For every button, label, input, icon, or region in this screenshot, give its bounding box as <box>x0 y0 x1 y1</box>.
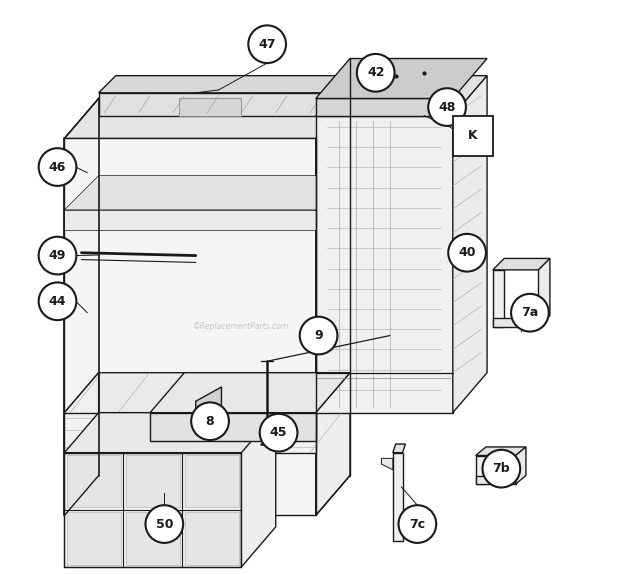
FancyBboxPatch shape <box>453 115 493 156</box>
Circle shape <box>191 402 229 440</box>
Polygon shape <box>64 373 350 413</box>
Polygon shape <box>64 99 99 515</box>
Text: 50: 50 <box>156 518 173 530</box>
Polygon shape <box>64 99 350 138</box>
Polygon shape <box>67 455 120 507</box>
Polygon shape <box>316 99 350 515</box>
Polygon shape <box>64 373 99 453</box>
Polygon shape <box>179 99 241 115</box>
Circle shape <box>511 294 549 332</box>
Polygon shape <box>64 176 350 210</box>
Text: 45: 45 <box>270 426 287 439</box>
Text: 40: 40 <box>458 246 476 259</box>
Polygon shape <box>539 258 550 327</box>
Polygon shape <box>493 319 539 327</box>
Circle shape <box>38 236 76 274</box>
Circle shape <box>38 148 76 186</box>
Polygon shape <box>476 475 516 484</box>
Circle shape <box>146 505 183 543</box>
Polygon shape <box>381 459 393 470</box>
Text: 42: 42 <box>367 66 384 79</box>
Text: 7c: 7c <box>409 518 425 530</box>
Text: 49: 49 <box>49 249 66 262</box>
Text: 7a: 7a <box>521 306 539 319</box>
Polygon shape <box>196 387 221 427</box>
Circle shape <box>299 317 337 354</box>
Text: 48: 48 <box>438 100 456 114</box>
Polygon shape <box>316 115 453 413</box>
Polygon shape <box>393 444 405 453</box>
Polygon shape <box>316 76 487 115</box>
Polygon shape <box>150 413 316 441</box>
Circle shape <box>357 54 394 92</box>
Text: 46: 46 <box>49 161 66 173</box>
Polygon shape <box>64 138 316 515</box>
Polygon shape <box>64 413 316 453</box>
Polygon shape <box>64 453 241 567</box>
Polygon shape <box>316 99 453 115</box>
Circle shape <box>248 25 286 63</box>
Polygon shape <box>126 512 180 565</box>
Text: 8: 8 <box>206 415 215 428</box>
Polygon shape <box>99 76 367 93</box>
Polygon shape <box>150 373 350 413</box>
Polygon shape <box>393 453 402 541</box>
Text: K: K <box>468 129 477 142</box>
Circle shape <box>448 234 486 272</box>
Circle shape <box>399 505 436 543</box>
Polygon shape <box>476 447 526 456</box>
Polygon shape <box>67 512 120 565</box>
Polygon shape <box>316 59 487 99</box>
Circle shape <box>428 88 466 126</box>
Polygon shape <box>64 210 316 230</box>
Text: 44: 44 <box>49 295 66 308</box>
Polygon shape <box>516 447 526 484</box>
Text: 7b: 7b <box>492 462 510 475</box>
Polygon shape <box>126 455 180 507</box>
Text: 47: 47 <box>259 38 276 51</box>
Polygon shape <box>185 512 239 565</box>
Text: ©ReplacementParts.com: ©ReplacementParts.com <box>193 323 290 332</box>
Polygon shape <box>99 93 350 115</box>
Polygon shape <box>241 413 276 567</box>
Text: 9: 9 <box>314 329 323 342</box>
Circle shape <box>38 282 76 320</box>
Polygon shape <box>453 76 487 413</box>
Polygon shape <box>476 456 486 484</box>
Polygon shape <box>493 258 550 270</box>
Polygon shape <box>185 455 239 507</box>
Polygon shape <box>64 413 276 453</box>
Circle shape <box>482 450 520 487</box>
Circle shape <box>260 414 298 452</box>
Polygon shape <box>493 270 504 327</box>
